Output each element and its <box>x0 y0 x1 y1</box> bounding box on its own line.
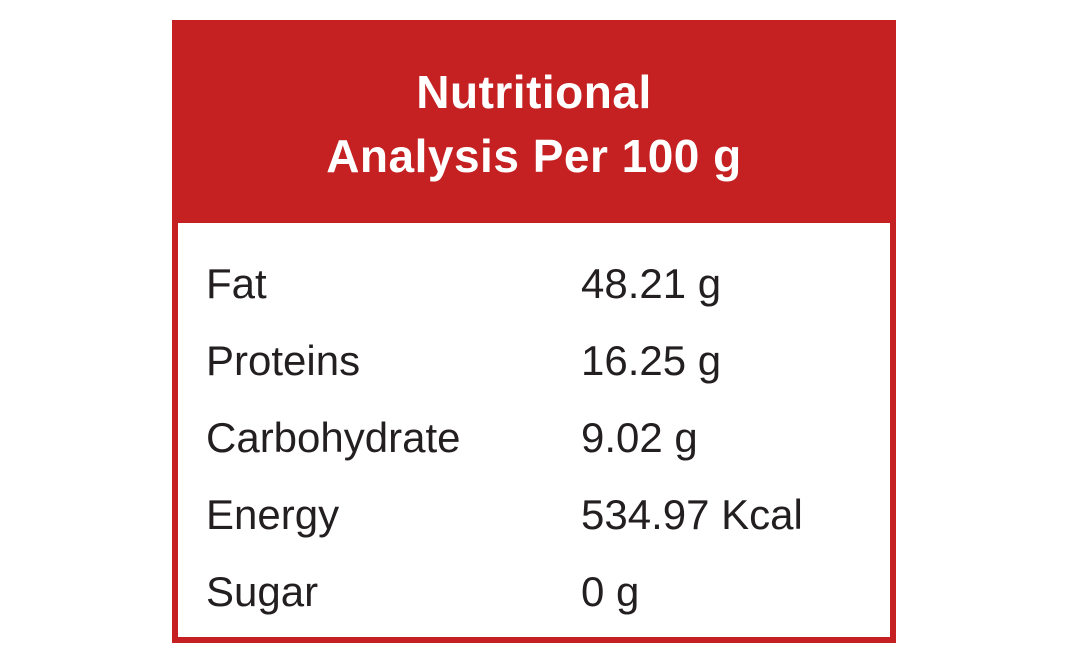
nutrient-value: 48.21 g <box>581 259 722 307</box>
nutrition-label-card: Nutritional Analysis Per 100 g Fat 48.21… <box>172 20 896 643</box>
table-row-proteins: Proteins 16.25 g <box>206 322 880 399</box>
table-row-carbohydrate: Carbohydrate 9.02 g <box>206 399 880 476</box>
nutrient-name: Energy <box>206 490 340 538</box>
table-row-energy: Energy 534.97 Kcal <box>206 476 880 553</box>
nutrient-name: Fat <box>206 259 267 307</box>
nutrient-value: 0 g <box>581 567 640 615</box>
table-row-fat: Fat 48.21 g <box>206 245 880 322</box>
nutrient-value: 9.02 g <box>581 413 698 461</box>
header-title-line2: Analysis Per 100 g <box>326 129 742 182</box>
nutrition-label-header: Nutritional Analysis Per 100 g <box>178 26 890 223</box>
nutrient-name: Carbohydrate <box>206 413 461 461</box>
nutrient-name: Proteins <box>206 336 361 384</box>
nutrition-table: Fat 48.21 g Proteins 16.25 g Carbohydrat… <box>178 223 890 630</box>
nutrient-value: 534.97 Kcal <box>581 490 803 538</box>
header-title-line1: Nutritional <box>416 66 652 119</box>
table-row-sugar: Sugar 0 g <box>206 553 880 630</box>
nutrient-value: 16.25 g <box>581 336 722 384</box>
nutrient-name: Sugar <box>206 567 319 615</box>
